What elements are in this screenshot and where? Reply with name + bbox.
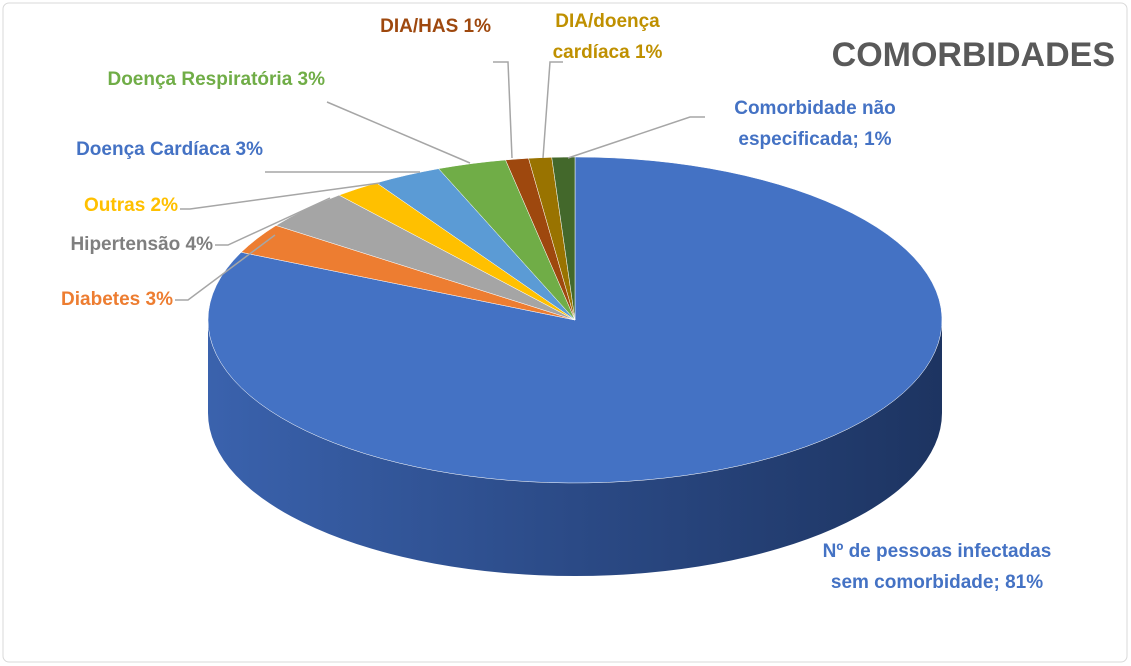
pie — [207, 156, 943, 576]
data-label: Diabetes 3% — [61, 289, 173, 310]
leader-line — [215, 197, 331, 246]
chart-title: COMORBIDADES — [831, 36, 1115, 74]
leader-line — [326, 101, 471, 164]
leader-line — [175, 234, 276, 301]
slice — [207, 156, 943, 484]
data-label: Hipertensão 4% — [70, 234, 213, 255]
data-label: DIA/HAS 1% — [380, 16, 491, 37]
data-label: DIA/doença cardíaca 1% — [552, 11, 663, 63]
leader-lines — [175, 61, 705, 301]
data-label: Doença Cardíaca 3% — [76, 139, 263, 160]
data-label: Outras 2% — [84, 195, 178, 216]
slice — [551, 156, 576, 321]
slice-side — [208, 320, 942, 576]
leader-line — [493, 61, 513, 159]
data-label: Nº de pessoas infectadas sem comorbidade… — [822, 541, 1052, 593]
data-label: Doença Respiratória 3% — [107, 69, 325, 90]
leader-line — [180, 182, 381, 210]
data-label: Comorbidade não especificada; 1% — [734, 98, 896, 150]
leader-line — [567, 116, 705, 159]
leader-line — [542, 61, 563, 159]
